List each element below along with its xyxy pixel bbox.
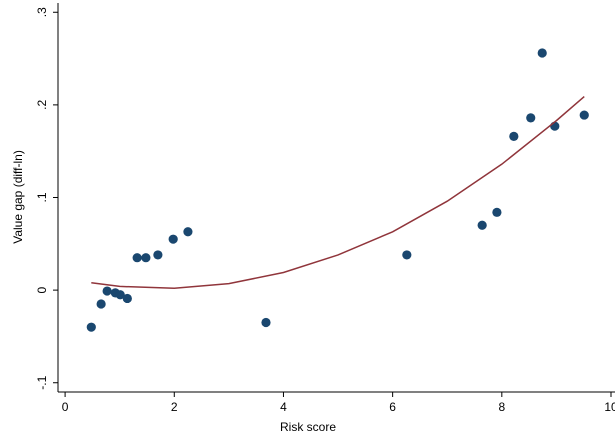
data-point xyxy=(183,227,193,237)
x-axis-title: Risk score xyxy=(280,420,336,434)
data-point xyxy=(537,48,547,58)
y-tick-label: .2 xyxy=(35,100,49,110)
y-axis-title: Value gap (diff-ln) xyxy=(11,150,25,244)
x-tick-label: 8 xyxy=(498,400,505,414)
data-point xyxy=(96,299,106,309)
x-tick-label: 2 xyxy=(171,400,178,414)
y-tick-label: .1 xyxy=(35,192,49,202)
x-tick-label: 6 xyxy=(389,400,396,414)
y-tick-label: 0 xyxy=(35,286,49,293)
data-point xyxy=(477,220,487,230)
x-tick-label: 4 xyxy=(280,400,287,414)
data-point xyxy=(102,286,112,296)
data-point xyxy=(115,290,125,300)
data-point xyxy=(509,131,519,141)
data-point xyxy=(550,121,560,131)
data-point xyxy=(168,234,178,244)
data-point xyxy=(122,293,132,304)
data-point xyxy=(141,253,151,263)
data-point xyxy=(86,322,96,332)
fit-line xyxy=(91,95,585,290)
y-tick-label: .3 xyxy=(35,7,49,17)
data-point xyxy=(132,253,142,263)
data-point xyxy=(492,207,502,217)
data-point xyxy=(261,317,271,328)
y-tick-label: -.1 xyxy=(35,375,49,389)
x-tick-label: 10 xyxy=(604,400,615,414)
data-point xyxy=(153,250,163,260)
data-point xyxy=(402,250,412,260)
x-tick-label: 0 xyxy=(62,400,69,414)
data-point xyxy=(579,110,589,120)
data-point xyxy=(526,113,536,123)
